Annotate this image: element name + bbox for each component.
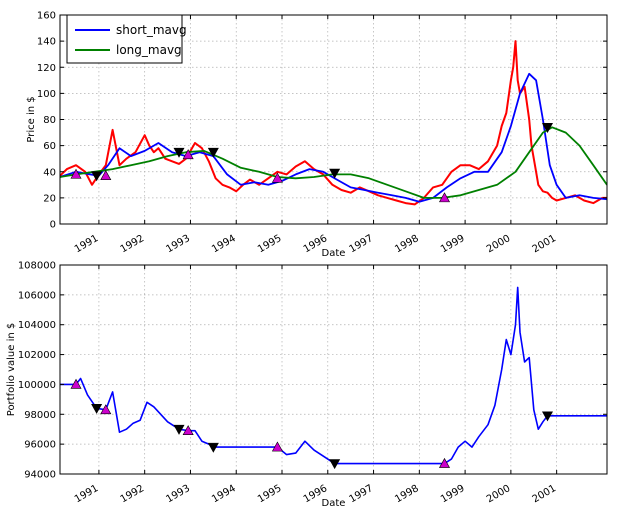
- portfolio-x-tick-label: 1991: [73, 483, 101, 505]
- portfolio-y-tick-label: 108000: [18, 261, 56, 272]
- portfolio-sell-marker: [173, 424, 185, 435]
- portfolio-x-tick-label: 1997: [348, 483, 376, 505]
- price-y-tick-label: 140: [37, 37, 56, 48]
- portfolio-x-tick-label: 1992: [119, 483, 147, 505]
- portfolio-sell-marker: [91, 404, 103, 414]
- portfolio-series-portfolio: [60, 286, 607, 465]
- legend-box: [66, 14, 183, 64]
- portfolio-y-tick-label: 102000: [18, 350, 56, 361]
- price-x-tick-label: 1991: [73, 233, 101, 255]
- portfolio-grid: [60, 264, 607, 475]
- price-sell-marker: [541, 123, 554, 133]
- portfolio-x-tick-label: 1994: [210, 483, 238, 505]
- price-x-axis-title: Date: [322, 248, 346, 259]
- legend-label-long-mavg: long_mavg: [116, 43, 182, 57]
- price-x-tick-label: 1998: [393, 233, 421, 255]
- portfolio-x-tick-label: 2000: [485, 483, 513, 505]
- price-x-tick-label: 1995: [256, 233, 284, 255]
- portfolio-x-axis-title: Date: [322, 498, 346, 509]
- portfolio-plot-frame: [59, 264, 608, 475]
- portfolio-y-tick-label: 106000: [18, 290, 56, 301]
- price-buy-marker: [70, 168, 82, 179]
- portfolio-buy-marker: [70, 378, 82, 389]
- portfolio-x-tick-label: 1998: [393, 483, 421, 505]
- price-x-tick-label: 1999: [439, 233, 467, 255]
- price-buy-marker: [271, 172, 283, 183]
- price-y-tick-label: 20: [43, 193, 56, 204]
- price-x-tick-label: 1994: [210, 233, 238, 255]
- price-x-tick-label: 1997: [348, 233, 376, 255]
- portfolio-y-tick-label: 96000: [24, 440, 56, 451]
- portfolio-chart: 94000 96000 98000 100000 102000 104000 106000 1…: [6, 261, 608, 509]
- portfolio-buy-marker: [100, 404, 112, 415]
- price-x-tick-label: 2000: [485, 233, 513, 255]
- price-y-tick-label: 100: [37, 89, 56, 100]
- price-series-short: [60, 72, 607, 203]
- price-sell-marker: [207, 147, 219, 158]
- portfolio-buy-marker: [271, 441, 283, 452]
- price-y-tick-label: 80: [43, 115, 56, 126]
- portfolio-trade-markers: [70, 378, 554, 470]
- portfolio-series: [60, 286, 607, 465]
- legend-label-short-mavg: short_mavg: [116, 23, 187, 37]
- portfolio-buy-marker: [182, 425, 194, 436]
- price-y-axis-title: Price in $: [26, 96, 37, 142]
- portfolio-buy-marker: [438, 457, 451, 468]
- price-series-price: [60, 40, 607, 206]
- price-sell-marker: [329, 168, 341, 179]
- portfolio-x-tick-label: 1993: [164, 483, 192, 505]
- price-y-tick-label: 60: [43, 141, 56, 152]
- price-x-tick-label: 1993: [164, 233, 192, 255]
- price-sell-marker: [173, 147, 185, 158]
- portfolio-y-axis-title: Portfolio value in $: [6, 323, 17, 416]
- price-series-long: [60, 126, 607, 199]
- price-y-tick-label: 160: [37, 11, 56, 22]
- price-y-tick-label: 120: [37, 63, 56, 74]
- portfolio-sell-marker: [329, 459, 341, 470]
- portfolio-y-tick-label: 100000: [18, 380, 56, 391]
- price-legend: short_mavg long_mavg: [66, 14, 187, 64]
- portfolio-x-tick-label: 1999: [439, 483, 467, 505]
- portfolio-y-tick-label: 104000: [18, 320, 56, 331]
- portfolio-x-tick-label: 2001: [531, 483, 559, 505]
- portfolio-y-tick-label: 98000: [24, 410, 56, 421]
- price-buy-marker: [100, 170, 112, 180]
- price-sell-marker: [91, 171, 103, 182]
- price-x-tick-label: 1992: [119, 233, 147, 255]
- portfolio-sell-marker: [207, 442, 219, 453]
- price-y-tick-label: 40: [43, 167, 56, 178]
- portfolio-x-tick-label: 1995: [256, 483, 284, 505]
- price-buy-marker: [438, 192, 451, 203]
- price-y-tick-label: 0: [50, 220, 56, 231]
- portfolio-y-tick-label: 94000: [24, 470, 56, 481]
- portfolio-sell-marker: [541, 411, 554, 422]
- price-trade-markers: [70, 123, 554, 203]
- price-x-tick-label: 2001: [531, 233, 559, 255]
- price-buy-marker: [182, 149, 194, 160]
- price-chart: 0 20 40 60 80 100 120 140 160 1991 1992 1993 1994 199…: [26, 11, 608, 259]
- price-series: [60, 40, 607, 206]
